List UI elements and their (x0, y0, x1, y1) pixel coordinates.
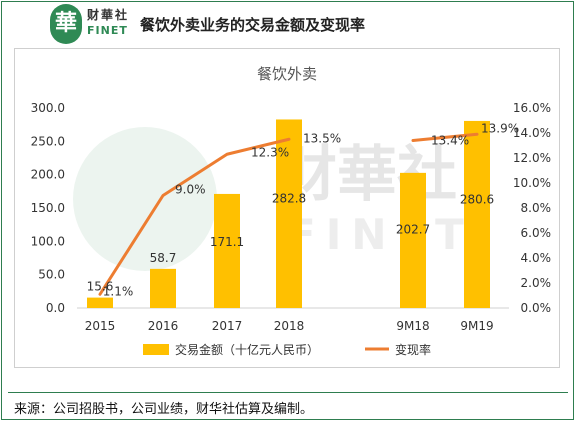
bar-data-label: 15.6 (87, 280, 114, 294)
y-right-tick-label: 14.0% (513, 126, 551, 140)
bar-data-label: 202.7 (396, 223, 430, 237)
watermark-cn: 财華社 (277, 140, 457, 210)
x-tick-label: 2018 (274, 319, 305, 333)
logo-english-name: FINET (87, 24, 128, 37)
x-tick-label: 2017 (212, 319, 243, 333)
x-tick-label: 9M18 (396, 319, 429, 333)
y-right-tick-label: 4.0% (521, 251, 552, 265)
watermark-logo-icon (73, 127, 217, 271)
legend-label-bar: 交易金额（十亿元人民币） (175, 342, 319, 357)
bar-data-label: 280.6 (460, 193, 494, 207)
footer-divider (8, 392, 568, 393)
y-right-tick-label: 8.0% (521, 201, 552, 215)
line-data-label: 12.3% (251, 145, 289, 159)
y-right-tick-label: 2.0% (521, 276, 552, 290)
bar (464, 120, 490, 308)
chart-title: 餐饮外卖 (257, 65, 317, 83)
legend-swatch-bar (143, 344, 169, 355)
combo-chart: 财華社 FINET 餐饮外卖 0.0 50.0 100.0 150.0 200.0 250… (31, 65, 552, 357)
legend-label-line: 变现率 (395, 342, 431, 357)
y-right-tick-label: 6.0% (521, 226, 552, 240)
header: 華 财華社 FINET 餐饮外卖业务的交易金额及变现率 (0, 0, 577, 48)
bar-data-label: 58.7 (150, 251, 177, 265)
bar (276, 119, 302, 308)
bar (214, 193, 240, 308)
x-tick-label: 9M19 (460, 319, 493, 333)
x-tick-label: 2015 (85, 319, 116, 333)
page-title: 餐饮外卖业务的交易金额及变现率 (140, 16, 366, 34)
y-right-tick-label: 12.0% (513, 151, 551, 165)
bar (150, 268, 176, 308)
y-right-tick-label: 10.0% (513, 176, 551, 190)
y-right-tick-label: 16.0% (513, 101, 551, 115)
y-left-tick-label: 50.0 (38, 268, 65, 282)
y-left-tick-label: 150.0 (31, 201, 65, 215)
bar-data-label: 171.1 (210, 235, 244, 249)
line-data-label: 13.9% (481, 121, 519, 135)
bar (400, 172, 426, 308)
y-right-tick-label: 0.0% (521, 301, 552, 315)
line-data-label: 9.0% (175, 183, 206, 197)
series-line (98, 137, 291, 296)
x-tick-label: 2016 (148, 319, 179, 333)
y-left-tick-label: 200.0 (31, 168, 65, 182)
y-left-tick-label: 0.0 (46, 301, 65, 315)
line-data-label: 13.4% (431, 134, 469, 148)
bar-data-label: 282.8 (272, 192, 306, 206)
chart-area: 财華社 FINET 餐饮外卖 0.0 50.0 100.0 150.0 200.0 250… (14, 48, 560, 368)
source-note: 来源：公司招股书，公司业绩，财华社估算及编制。 (14, 402, 314, 417)
y-left-tick-label: 300.0 (31, 101, 65, 115)
finet-logo-icon: 華 (50, 4, 82, 44)
series-line (411, 132, 479, 142)
logo-chinese-name: 财華社 (87, 8, 130, 22)
line-data-label: 13.5% (303, 131, 341, 145)
watermark-en: FINET (287, 210, 474, 259)
line-data-label: 1.1% (103, 284, 134, 298)
y-left-tick-label: 250.0 (31, 134, 65, 148)
y-left-tick-label: 100.0 (31, 234, 65, 248)
bar (87, 297, 113, 308)
